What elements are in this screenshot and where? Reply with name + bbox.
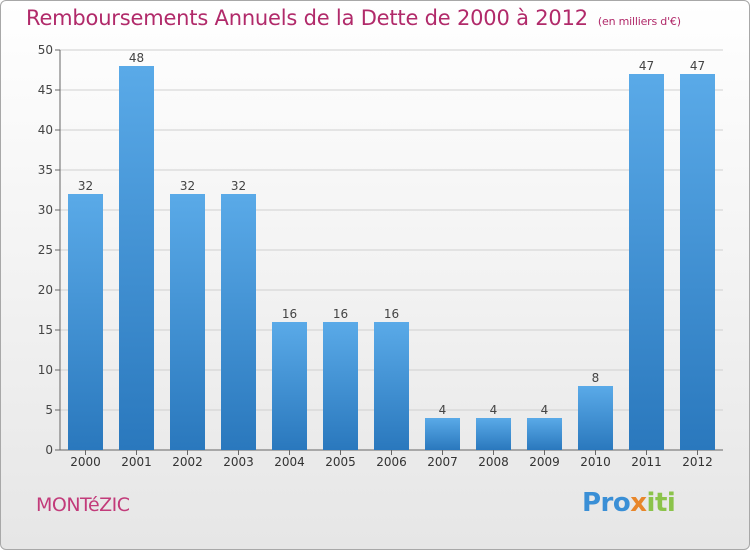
y-tick-label: 50 xyxy=(38,43,53,57)
y-tick-label: 0 xyxy=(45,443,53,457)
x-tick-label: 2009 xyxy=(529,455,560,469)
y-tick-label: 40 xyxy=(38,123,53,137)
bar-2007 xyxy=(425,418,460,450)
value-label: 47 xyxy=(690,59,705,73)
y-tick-label: 20 xyxy=(38,283,53,297)
bars xyxy=(68,66,715,450)
value-label: 16 xyxy=(384,307,399,321)
bar-2012 xyxy=(680,74,715,450)
bar-2000 xyxy=(68,194,103,450)
bar-2006 xyxy=(374,322,409,450)
value-label: 48 xyxy=(129,51,144,65)
logo-part-2: x xyxy=(630,488,647,518)
x-tick-label: 2008 xyxy=(478,455,509,469)
bar-2010 xyxy=(578,386,613,450)
x-tick-label: 2003 xyxy=(223,455,254,469)
bar-2011 xyxy=(629,74,664,450)
x-tick-label: 2012 xyxy=(682,455,713,469)
bar-2009 xyxy=(527,418,562,450)
y-tick-label: 5 xyxy=(45,403,53,417)
bar-2002 xyxy=(170,194,205,450)
x-tick-label: 2006 xyxy=(376,455,407,469)
y-tick-label: 35 xyxy=(38,163,53,177)
value-label: 4 xyxy=(439,403,447,417)
y-tick-label: 45 xyxy=(38,83,53,97)
bar-2005 xyxy=(323,322,358,450)
x-tick-label: 2005 xyxy=(325,455,356,469)
x-tick-label: 2007 xyxy=(427,455,458,469)
town-name: MONTéZIC xyxy=(36,494,130,516)
y-tick-label: 30 xyxy=(38,203,53,217)
value-label: 4 xyxy=(490,403,498,417)
bar-2001 xyxy=(119,66,154,450)
bar-2004 xyxy=(272,322,307,450)
value-label: 32 xyxy=(78,179,93,193)
proxiti-logo: Proxiti xyxy=(582,488,676,518)
chart-subtitle: (en milliers d'€) xyxy=(597,15,681,28)
y-tick-label: 15 xyxy=(38,323,53,337)
value-label: 8 xyxy=(592,371,600,385)
x-tick-label: 2010 xyxy=(580,455,611,469)
x-tick-label: 2002 xyxy=(172,455,203,469)
value-label: 32 xyxy=(180,179,195,193)
logo-part-1: Pro xyxy=(582,488,631,518)
x-tick-label: 2000 xyxy=(70,455,101,469)
chart-title: Remboursements Annuels de la Dette de 20… xyxy=(26,6,681,30)
value-label: 47 xyxy=(639,59,654,73)
labels: 0510152025303540455032200048200132200232… xyxy=(38,43,713,469)
value-label: 16 xyxy=(333,307,348,321)
bar-2008 xyxy=(476,418,511,450)
value-label: 16 xyxy=(282,307,297,321)
x-tick-label: 2001 xyxy=(121,455,152,469)
logo-part-3: iti xyxy=(646,488,676,518)
chart-title-text: Remboursements Annuels de la Dette de 20… xyxy=(26,6,588,30)
y-tick-label: 25 xyxy=(38,243,53,257)
value-label: 32 xyxy=(231,179,246,193)
bar-2003 xyxy=(221,194,256,450)
x-tick-label: 2004 xyxy=(274,455,305,469)
value-label: 4 xyxy=(541,403,549,417)
x-tick-label: 2011 xyxy=(631,455,662,469)
y-tick-label: 10 xyxy=(38,363,53,377)
